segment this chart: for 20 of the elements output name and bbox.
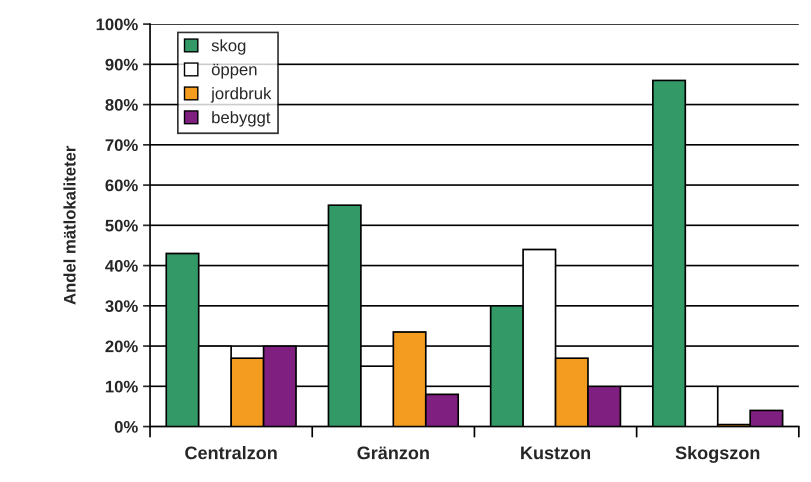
y-tick-label: 20% [105,340,138,352]
y-tick-label: 50% [105,220,138,232]
x-tick-label: Centralzon [185,446,277,460]
y-tick-label: 70% [106,139,138,152]
y-tick-label: 0% [114,420,138,433]
legend-label: jordbruk [210,87,272,103]
y-axis-title: Andel mätlokaliteter [63,146,76,305]
y-tick-label: 90% [105,58,138,71]
x-tick-label: Kustzon [521,446,590,460]
legend-label: skog [212,39,246,55]
y-tick-label: 30% [105,300,138,312]
y-tick-label: 100% [96,18,138,30]
y-tick-label: 80% [105,98,138,111]
x-tick-label: Gränzon [357,446,429,460]
legend-label: öppen [212,64,256,79]
x-tick-label: Skogszon [676,446,760,463]
y-tick-label: 40% [105,260,138,272]
legend-label: bebyggt [212,111,270,127]
y-tick-label: 60% [105,179,138,192]
y-tick-label: 10% [106,380,138,393]
